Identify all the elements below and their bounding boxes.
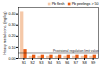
svg-text:Provisional regulation limit v: Provisional regulation limit value (53, 49, 99, 53)
svg-text:S6: S6 (65, 61, 69, 65)
svg-text:0.10: 0.10 (9, 46, 16, 50)
svg-text:S7: S7 (74, 61, 78, 65)
svg-text:Pb flesh: Pb flesh (52, 2, 65, 6)
svg-text:S9: S9 (91, 61, 95, 65)
svg-text:S1: S1 (22, 61, 26, 65)
svg-text:S4: S4 (48, 61, 52, 65)
svg-text:S3: S3 (39, 61, 43, 65)
svg-text:Pb peelings > 50: Pb peelings > 50 (72, 2, 99, 6)
svg-text:S5: S5 (56, 61, 60, 65)
svg-text:S8: S8 (82, 61, 86, 65)
svg-text:Heavy metal conc. (mg/kg): Heavy metal conc. (mg/kg) (3, 12, 7, 55)
svg-text:0.40: 0.40 (9, 12, 16, 16)
svg-text:0.00: 0.00 (9, 57, 16, 61)
svg-text:0.20: 0.20 (9, 34, 16, 38)
svg-text:0.30: 0.30 (9, 23, 16, 27)
svg-text:S2: S2 (30, 61, 34, 65)
